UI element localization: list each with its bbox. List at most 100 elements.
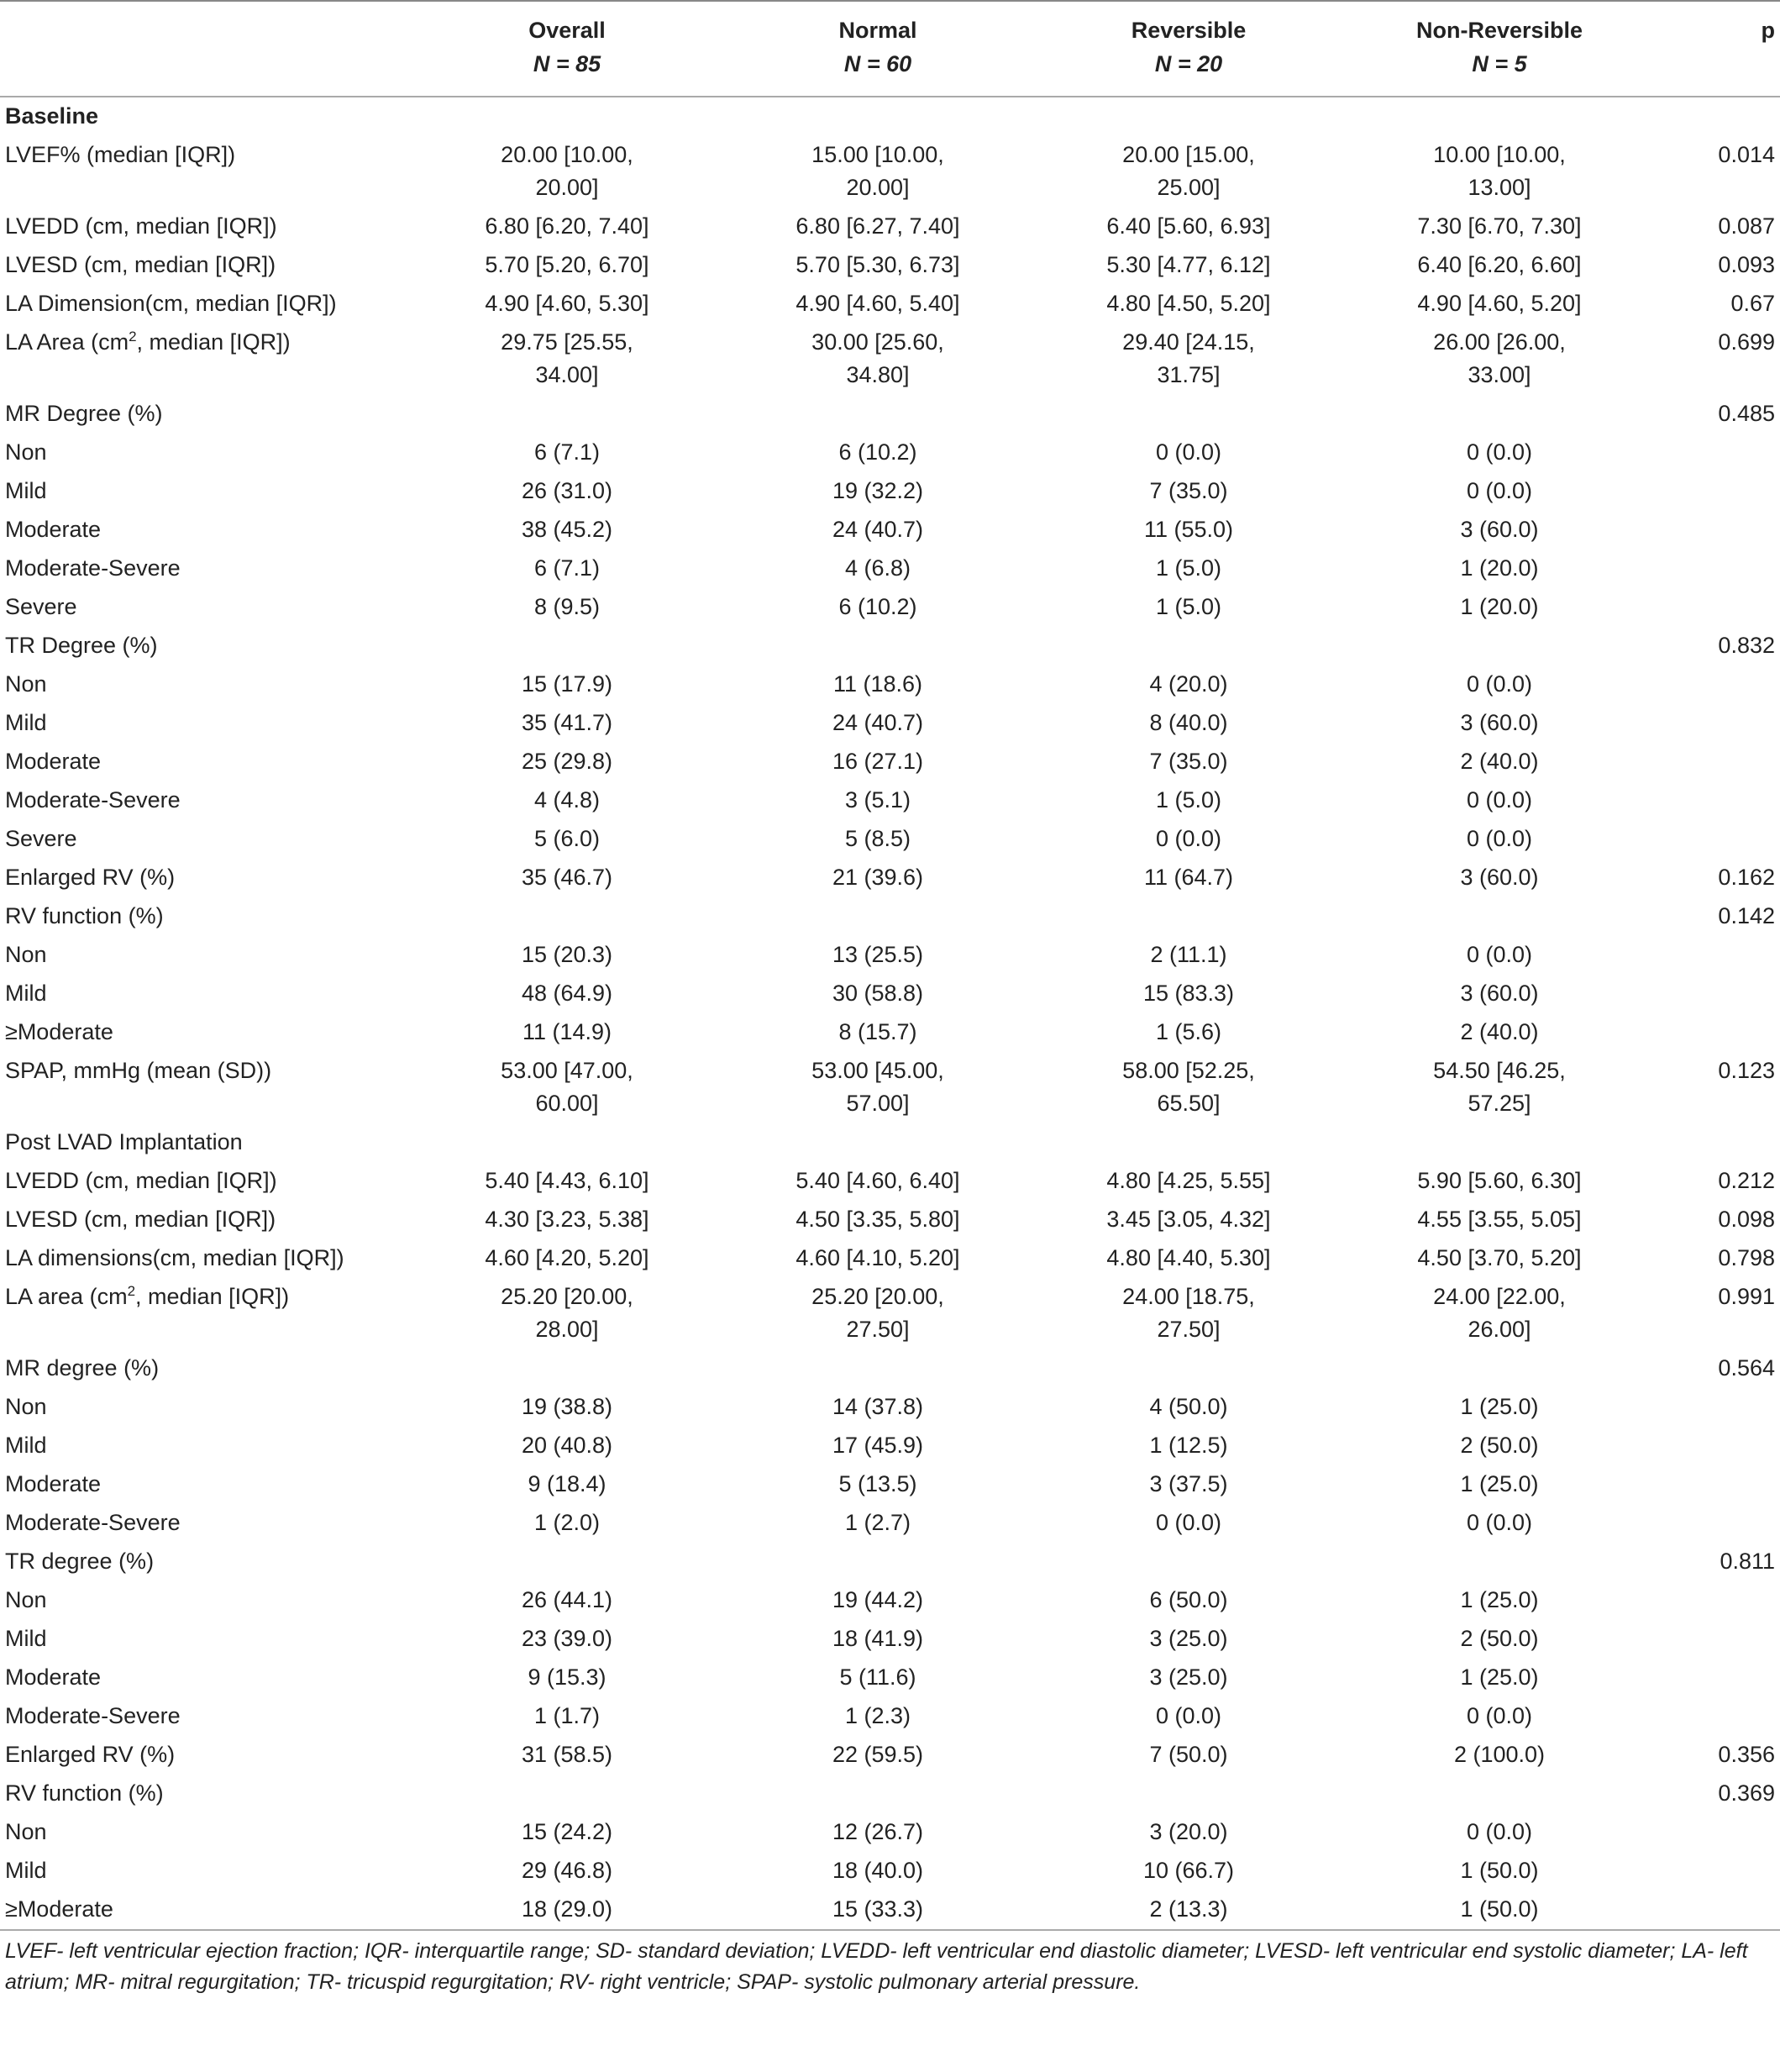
value-cell: 13 (25.5) — [722, 936, 1033, 975]
cell-value: 1 (1.7) — [533, 1703, 601, 1728]
value-cell: 20.00 [15.00, 25.00] — [1033, 136, 1344, 208]
p-cell — [1655, 1427, 1780, 1465]
value-cell: 4.80 [4.25, 5.55] — [1033, 1162, 1344, 1201]
table-row: TR Degree (%) 0.832 — [0, 627, 1780, 665]
p-cell — [1655, 1813, 1780, 1852]
table-row: LA dimensions(cm, median [IQR]) 4.60 [4.2… — [0, 1239, 1780, 1278]
cell-value: 7 (50.0) — [1149, 1742, 1228, 1767]
table-row: Moderate 25 (29.8) 16 (27.1) 7 (35.0) 2 (40.… — [0, 743, 1780, 781]
cell-value: 5 (8.5) — [844, 826, 911, 851]
row-label: Mild — [0, 1852, 412, 1891]
row-label: Moderate — [0, 743, 412, 781]
p-value: 0.356 — [1718, 1742, 1775, 1767]
cell-value: 6 (10.2) — [838, 594, 917, 619]
value-cell: 11 (64.7) — [1033, 859, 1344, 897]
value-cell: 29 (46.8) — [412, 1852, 722, 1891]
value-cell: 24.00 [18.75, 27.50] — [1033, 1278, 1344, 1349]
cell-value: 1 (50.0) — [1460, 1858, 1539, 1883]
cell-value: 3 (60.0) — [1460, 710, 1539, 735]
cell-value: 21 (39.6) — [832, 865, 924, 890]
cell-value: 1 (5.0) — [1155, 555, 1222, 581]
table-row: LVEDD (cm, median [IQR]) 5.40 [4.43, 6.10… — [0, 1162, 1780, 1201]
cell-value: 0 (0.0) — [1466, 1703, 1533, 1728]
value-cell: 10.00 [10.00, 13.00] — [1344, 136, 1655, 208]
label-text: ≥Moderate — [5, 1896, 113, 1922]
column-header: Non-Reversible N = 5 — [1344, 1, 1655, 97]
p-cell — [1655, 820, 1780, 859]
table-header: Overall N = 85 Normal N = 60 Reversible N = 2… — [0, 1, 1780, 97]
value-cell: 22 (59.5) — [722, 1736, 1033, 1775]
value-cell: 3 (20.0) — [1033, 1813, 1344, 1852]
value-cell: 1 (2.3) — [722, 1697, 1033, 1736]
cell-value: 24 (40.7) — [832, 710, 924, 735]
value-cell: 4.80 [4.50, 5.20] — [1033, 285, 1344, 323]
p-cell — [1655, 472, 1780, 511]
value-cell: 6 (50.0) — [1033, 1581, 1344, 1620]
cell-value: 4.90 [4.60, 5.30] — [485, 291, 649, 316]
value-cell: 5 (8.5) — [722, 820, 1033, 859]
value-cell: 3 (25.0) — [1033, 1620, 1344, 1659]
value-cell: 15 (17.9) — [412, 665, 722, 704]
cell-value: 53.00 [47.00, 60.00] — [501, 1058, 633, 1116]
p-value: 0.699 — [1718, 329, 1775, 355]
cell-value: 1 (5.0) — [1155, 787, 1222, 812]
p-value: 0.142 — [1718, 903, 1775, 928]
row-label: TR degree (%) — [0, 1543, 412, 1581]
value-cell: 25.20 [20.00, 28.00] — [412, 1278, 722, 1349]
cell-value: 4.60 [4.10, 5.20] — [795, 1245, 960, 1270]
p-value: 0.014 — [1718, 142, 1775, 167]
value-cell — [1344, 1123, 1655, 1162]
cell-value: 1 (25.0) — [1460, 1664, 1539, 1690]
label-text: MR degree (%) — [5, 1355, 160, 1380]
cell-value: 5.30 [4.77, 6.12] — [1106, 252, 1271, 277]
row-label: Severe — [0, 588, 412, 627]
label-text: Baseline — [5, 103, 99, 129]
footnote: LVEF- left ventricular ejection fraction… — [0, 1929, 1780, 1998]
value-cell: 12 (26.7) — [722, 1813, 1033, 1852]
value-cell: 26 (31.0) — [412, 472, 722, 511]
value-cell — [1033, 1775, 1344, 1813]
label-text: Non — [5, 1587, 47, 1612]
table-row: ≥Moderate 18 (29.0) 15 (33.3) 2 (13.3) 1 (50… — [0, 1891, 1780, 1929]
value-cell: 0 (0.0) — [1344, 820, 1655, 859]
value-cell: 31 (58.5) — [412, 1736, 722, 1775]
cell-value: 0 (0.0) — [1466, 439, 1533, 465]
cell-value: 31 (58.5) — [521, 1742, 613, 1767]
value-cell: 3 (60.0) — [1344, 704, 1655, 743]
p-cell — [1655, 936, 1780, 975]
label-text: Mild — [5, 478, 47, 503]
column-header: Reversible N = 20 — [1033, 1, 1344, 97]
cell-value: 38 (45.2) — [521, 517, 613, 542]
p-cell: 0.162 — [1655, 859, 1780, 897]
table-row: Moderate-Severe 6 (7.1) 4 (6.8) 1 (5.0) 1 (2… — [0, 550, 1780, 588]
cell-value: 26 (31.0) — [521, 478, 613, 503]
column-name: Overall — [528, 18, 606, 43]
cell-value: 25.20 [20.00, 27.50] — [811, 1284, 944, 1342]
cell-value: 18 (40.0) — [832, 1858, 924, 1883]
label-text: Moderate — [5, 1471, 102, 1496]
cell-value: 5 (6.0) — [533, 826, 601, 851]
cell-value: 5.70 [5.20, 6.70] — [485, 252, 649, 277]
value-cell: 9 (15.3) — [412, 1659, 722, 1697]
cell-value: 0 (0.0) — [1155, 826, 1222, 851]
cell-value: 30.00 [25.60, 34.80] — [811, 329, 944, 387]
value-cell: 19 (38.8) — [412, 1388, 722, 1427]
label-text: Moderate-Severe — [5, 1510, 181, 1535]
table-row: Mild 26 (31.0) 19 (32.2) 7 (35.0) 0 (0.0) — [0, 472, 1780, 511]
value-cell: 1 (20.0) — [1344, 588, 1655, 627]
cell-value: 14 (37.8) — [832, 1394, 924, 1419]
row-label: LA area (cm2, median [IQR]) — [0, 1278, 412, 1349]
value-cell: 5 (11.6) — [722, 1659, 1033, 1697]
cell-value: 2 (40.0) — [1460, 749, 1539, 774]
cell-value: 4.60 [4.20, 5.20] — [485, 1245, 649, 1270]
value-cell — [1033, 1543, 1344, 1581]
table-row: Non 15 (24.2) 12 (26.7) 3 (20.0) 0 (0.0) — [0, 1813, 1780, 1852]
row-label: Mild — [0, 1620, 412, 1659]
cell-value: 23 (39.0) — [521, 1626, 613, 1651]
row-label: MR Degree (%) — [0, 395, 412, 434]
header-blank — [0, 1, 412, 97]
table-row: ≥Moderate 11 (14.9) 8 (15.7) 1 (5.6) 2 (40.0… — [0, 1013, 1780, 1052]
value-cell: 1 (12.5) — [1033, 1427, 1344, 1465]
cell-value: 4 (50.0) — [1149, 1394, 1228, 1419]
p-cell — [1655, 704, 1780, 743]
